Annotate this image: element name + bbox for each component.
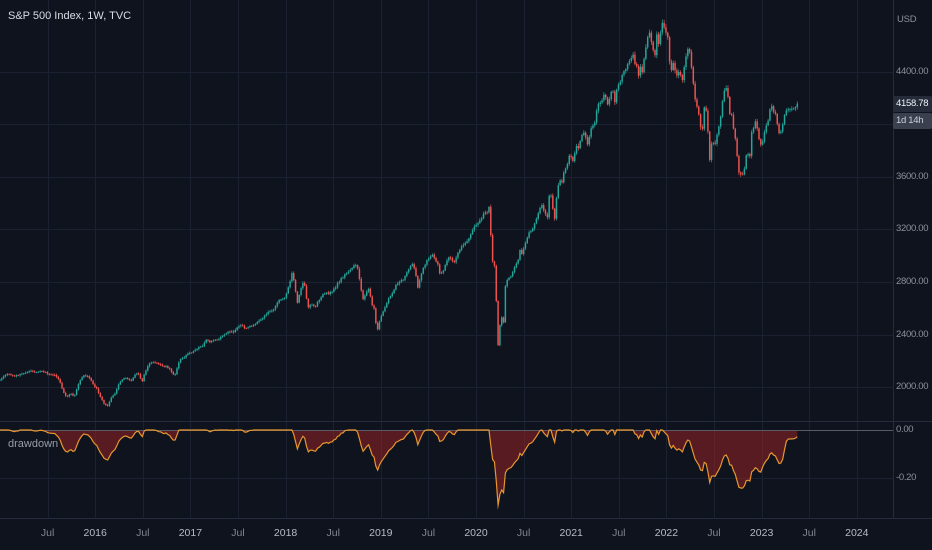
time-tick-label: 2023	[749, 527, 774, 539]
price-tick-label: 2400.00	[896, 328, 929, 340]
time-tick-label: 2017	[178, 527, 203, 539]
time-tick-label: Jul	[326, 527, 340, 539]
time-tick-label: Jul	[612, 527, 626, 539]
indicator-tick-label: -0.20	[896, 472, 917, 483]
time-tick-label: 2022	[654, 527, 679, 539]
price-axis[interactable]: USD 4158.78 1d 14h 4400.004000.003600.00…	[893, 0, 932, 518]
indicator-tick-label: 0.00	[896, 424, 914, 435]
time-tick-label: Jul	[231, 527, 245, 539]
price-tick-label: 2800.00	[896, 276, 929, 287]
symbol-title[interactable]: S&P 500 Index, 1W, TVC	[8, 10, 132, 22]
price-tick-label: 4400.00	[896, 65, 929, 77]
time-tick-label: 2018	[273, 527, 298, 539]
price-tick-label: 3200.00	[896, 223, 929, 235]
time-tick-label: 2020	[464, 527, 488, 539]
indicator-title[interactable]: drawdown	[8, 438, 59, 450]
indicator-legend[interactable]: drawdown	[8, 438, 58, 450]
time-tick-label: Jul	[516, 527, 531, 539]
last-price-badge[interactable]: 4158.78	[893, 95, 932, 112]
time-tick-label: Jul	[802, 527, 816, 539]
time-tick-label: Jul	[40, 527, 55, 539]
time-tick-label: Jul	[707, 527, 721, 539]
symbol-legend[interactable]: S&P 500 Index, 1W, TVC	[8, 10, 131, 22]
time-tick-label: Jul	[421, 527, 436, 539]
time-tick-label: Jul	[136, 527, 150, 539]
price-tick-label: 3600.00	[896, 170, 929, 182]
bar-countdown-badge: 1d 14h	[893, 112, 932, 129]
price-tick-label: 2000.00	[896, 381, 929, 393]
time-tick-label: 2019	[369, 527, 393, 539]
time-tick-label: 2021	[559, 527, 583, 539]
currency-label: USD	[897, 14, 917, 25]
time-tick-label: 2016	[83, 527, 107, 539]
time-axis[interactable]: Jul 2016 Jul 2017 Jul 2018 Jul 2019 Jul 2020 Jul 20…	[0, 518, 932, 550]
time-tick-label: 2024	[845, 527, 869, 539]
